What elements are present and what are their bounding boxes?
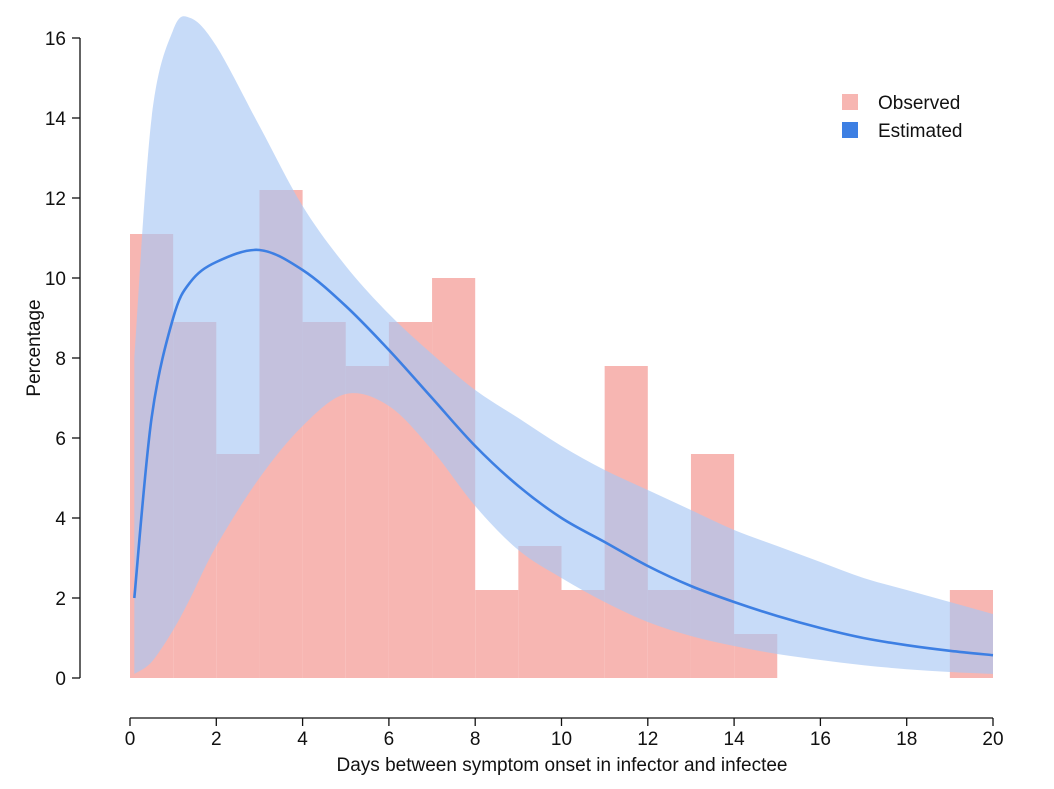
x-tick-label: 6 bbox=[384, 729, 395, 750]
x-tick-label: 4 bbox=[297, 729, 308, 750]
x-ticks: 0 2 4 6 8 10 12 14 16 18 20 bbox=[125, 718, 1004, 750]
x-tick-label: 2 bbox=[211, 729, 222, 750]
estimated-line bbox=[133, 248, 994, 657]
legend-observed-label: Observed bbox=[878, 93, 960, 114]
observed-bar bbox=[345, 366, 389, 678]
estimated-confidence-band bbox=[134, 16, 993, 675]
y-tick-label: 6 bbox=[55, 429, 66, 450]
x-tick-label: 12 bbox=[637, 729, 658, 750]
y-tick-label: 8 bbox=[55, 349, 66, 370]
y-tick-label: 4 bbox=[55, 509, 66, 530]
y-axis: 0 2 4 6 8 10 12 14 16 bbox=[45, 29, 81, 690]
x-tick-label: 16 bbox=[810, 729, 831, 750]
x-tick-label: 18 bbox=[896, 729, 917, 750]
x-axis: 0 2 4 6 8 10 12 14 16 18 20 bbox=[125, 717, 1004, 750]
x-axis-label: Days between symptom onset in infector a… bbox=[337, 755, 788, 776]
y-tick-label: 16 bbox=[45, 29, 66, 50]
x-tick-label: 0 bbox=[125, 729, 136, 750]
observed-bar bbox=[561, 590, 605, 678]
legend-estimated-swatch bbox=[842, 122, 858, 138]
y-axis-label: Percentage bbox=[24, 299, 45, 396]
observed-bar bbox=[475, 590, 519, 678]
y-tick-label: 14 bbox=[45, 109, 67, 130]
legend-estimated-label: Estimated bbox=[878, 121, 962, 142]
legend: Observed Estimated bbox=[842, 93, 962, 142]
x-tick-label: 8 bbox=[470, 729, 481, 750]
y-ticks: 0 2 4 6 8 10 12 14 16 bbox=[45, 29, 80, 690]
x-tick-label: 10 bbox=[551, 729, 572, 750]
y-tick-label: 0 bbox=[55, 669, 66, 690]
y-tick-label: 2 bbox=[55, 589, 66, 610]
x-tick-label: 20 bbox=[982, 729, 1003, 750]
x-tick-label: 14 bbox=[724, 729, 746, 750]
legend-observed-swatch bbox=[842, 94, 858, 110]
y-tick-label: 10 bbox=[45, 269, 66, 290]
y-tick-label: 12 bbox=[45, 189, 66, 210]
